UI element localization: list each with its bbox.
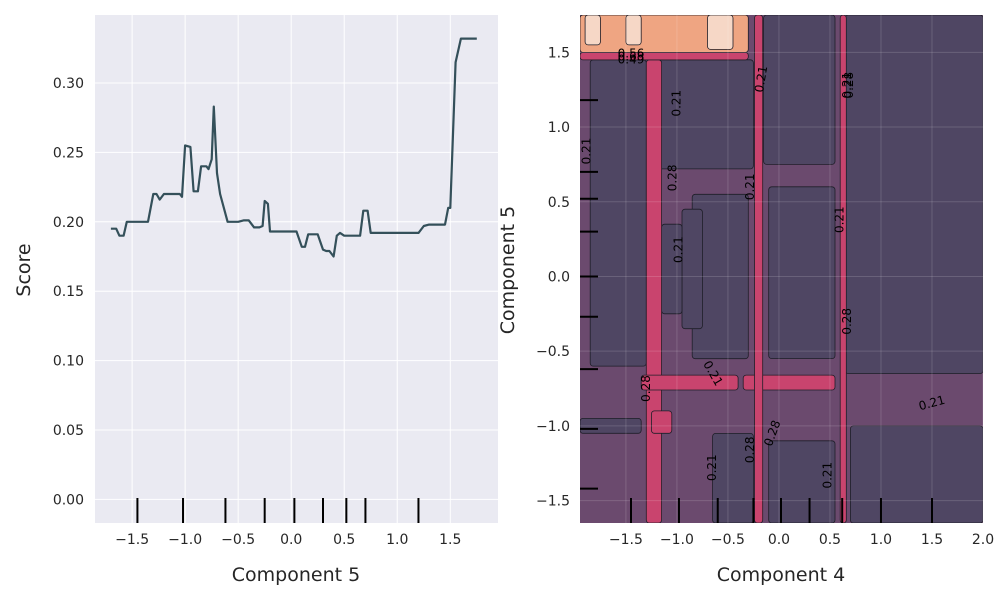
- x-tick-labels: −1.5 −1.0 −0.5 0.0 0.5 1.0 1.5 2.0: [609, 532, 994, 548]
- contour-region-light: [625, 15, 642, 46]
- y-axis-label: Score: [13, 243, 35, 296]
- x-tick-label: 0.0: [768, 532, 790, 548]
- x-tick-label: −1.0: [168, 532, 202, 548]
- x-tick-label: −1.5: [115, 532, 149, 548]
- x-axis-label: Component 4: [717, 564, 845, 586]
- contour-region-lowest: [712, 433, 754, 523]
- contour-region-high: [742, 374, 836, 391]
- y-axis-label: Component 5: [497, 206, 519, 334]
- y-tick-label: 0.30: [53, 76, 84, 92]
- x-tick-label: 1.0: [386, 532, 408, 548]
- grid-lines: [580, 15, 983, 523]
- contour-label: 0.21: [917, 393, 946, 413]
- contour-region-peach: [580, 15, 749, 53]
- contour-label: 0.28: [665, 165, 679, 192]
- x-tick-label: 1.5: [439, 532, 461, 548]
- y-tick-label: 0.05: [53, 423, 84, 439]
- contour-label: 0.63: [618, 49, 645, 63]
- x-tick-label: −0.5: [711, 532, 745, 548]
- x-tick-labels: −1.5 −1.0 −0.5 0.0 0.5 1.0 1.5: [115, 532, 461, 548]
- contour-region-lowest: [850, 425, 983, 523]
- contour-region-lowest: [844, 15, 983, 374]
- y-tick-label: −1.5: [536, 494, 570, 510]
- x-tick-label: 1.0: [870, 532, 892, 548]
- contour-labels: 0.560.630.490.210.21 0.210.280.210.28 0.21…: [580, 46, 947, 488]
- x-tick-label: −1.5: [609, 532, 643, 548]
- y-tick-label: −1.0: [536, 419, 570, 435]
- y-tick-label: 0.00: [53, 492, 84, 508]
- contour-region-lowest: [681, 208, 703, 330]
- rug-marks: [136, 498, 420, 523]
- contour-chart-panel: 0.560.630.490.210.21 0.210.280.210.28 0.21…: [497, 15, 994, 586]
- y-tick-label: 0.15: [53, 284, 84, 300]
- contour-label: 0.21: [705, 454, 719, 481]
- y-tick-labels: 0.00 0.05 0.10 0.15 0.20 0.25 0.30: [53, 76, 84, 508]
- contour-region-high: [651, 410, 673, 434]
- contour-label: 0.21: [833, 206, 847, 233]
- contour-label: 0.49: [618, 52, 645, 66]
- line-chart-panel: −1.5 −1.0 −0.5 0.0 0.5 1.0 1.5 0.00 0.05 0.10 0.1…: [13, 15, 498, 586]
- x-tick-label: 1.5: [921, 532, 943, 548]
- x-tick-label: 0.0: [280, 532, 302, 548]
- contour-region-high: [839, 15, 847, 523]
- x-axis-label: Component 5: [232, 564, 360, 586]
- y-tick-label: 0.5: [548, 195, 570, 211]
- contour-region-high: [754, 15, 764, 523]
- contour-region-lowest: [768, 186, 836, 360]
- contour-label: 0.28: [639, 375, 653, 402]
- contour-regions: [580, 15, 983, 523]
- contour-label: 0.21: [820, 462, 834, 489]
- contour-region-lowest: [763, 15, 836, 165]
- y-tick-labels: −1.5 −1.0 −0.5 0.0 0.5 1.0 1.5: [536, 45, 570, 509]
- contour-label: 0.28: [840, 308, 854, 335]
- y-tick-label: 0.0: [548, 269, 570, 285]
- contour-region-lowest: [768, 440, 836, 523]
- y-tick-label: 0.10: [53, 354, 84, 370]
- contour-label: 0.21: [669, 90, 683, 117]
- rug-marks: [580, 99, 933, 523]
- y-tick-label: −0.5: [536, 344, 570, 360]
- x-tick-label: −0.5: [221, 532, 255, 548]
- contour-region-high: [645, 59, 662, 523]
- x-tick-label: 0.5: [333, 532, 355, 548]
- contour-region-light: [707, 15, 734, 50]
- contour-label: 0.21: [672, 236, 686, 263]
- plot-background: [95, 15, 498, 523]
- contour-label: 0.21: [752, 65, 770, 94]
- y-tick-label: 1.5: [548, 45, 570, 61]
- x-tick-label: 2.0: [972, 532, 994, 548]
- contour-region-high: [640, 374, 739, 391]
- contour-region-high: [580, 52, 749, 61]
- contour-label: 0.21: [840, 72, 854, 99]
- y-tick-label: 0.20: [53, 215, 84, 231]
- contour-label: 0.21: [580, 138, 594, 165]
- contour-label: 0.28: [842, 72, 856, 99]
- y-tick-label: 1.0: [548, 120, 570, 136]
- x-tick-label: −1.0: [660, 532, 694, 548]
- contour-label: 0.21: [743, 173, 757, 200]
- x-tick-label: 0.5: [819, 532, 841, 548]
- contour-region-light: [584, 15, 601, 46]
- contour-region-lowest: [589, 59, 647, 367]
- y-tick-label: 0.25: [53, 145, 84, 161]
- contour-label: 0.28: [743, 436, 757, 463]
- grid-lines: [95, 15, 498, 523]
- contour-label: 0.56: [618, 46, 645, 60]
- score-line: [110, 37, 477, 258]
